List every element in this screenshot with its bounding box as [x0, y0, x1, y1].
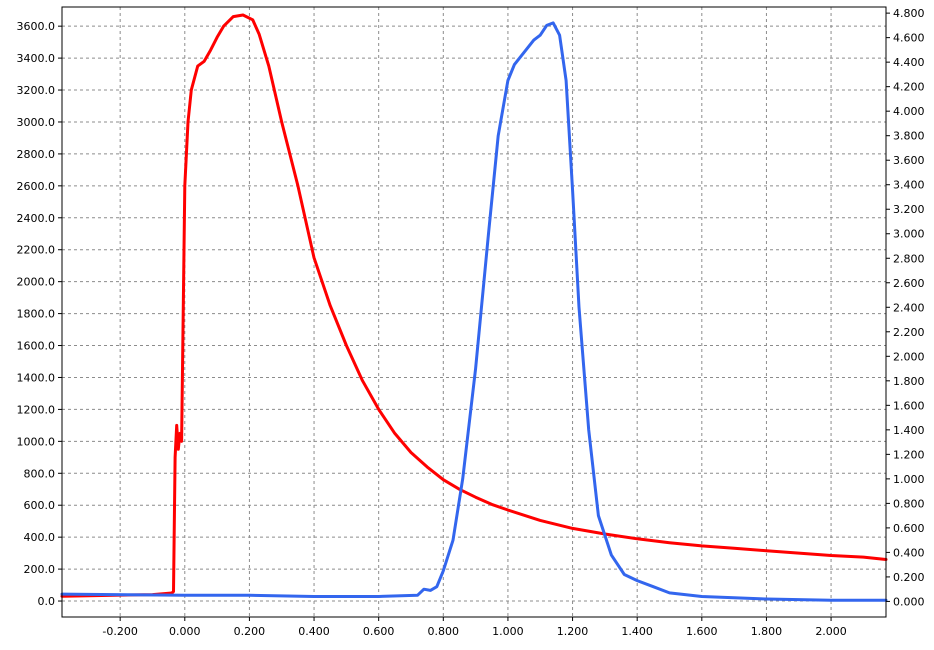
y2-tick-label: 3.400 — [893, 179, 925, 192]
y2-tick-label: 0.200 — [893, 571, 925, 584]
x-tick-label: 2.000 — [815, 625, 847, 638]
x-tick-label: 0.600 — [363, 625, 395, 638]
y2-tick-label: 3.200 — [893, 203, 925, 216]
x-tick-label: 0.000 — [169, 625, 201, 638]
y-tick-label: 400.0 — [24, 531, 56, 544]
y-tick-label: 3000.0 — [17, 116, 56, 129]
x-tick-label: 1.600 — [686, 625, 718, 638]
x-tick-label: -0.200 — [102, 625, 137, 638]
y-tick-label: 1000.0 — [17, 435, 56, 448]
y2-tick-label: 3.800 — [893, 130, 925, 143]
x-tick-label: 0.400 — [298, 625, 330, 638]
y-tick-label: 2600.0 — [17, 180, 56, 193]
y-tick-label: 800.0 — [24, 467, 56, 480]
y2-tick-label: 4.000 — [893, 105, 925, 118]
y-tick-label: 600.0 — [24, 499, 56, 512]
y2-tick-label: 0.600 — [893, 522, 925, 535]
y2-tick-label: 1.600 — [893, 399, 925, 412]
x-tick-label: 0.200 — [234, 625, 266, 638]
y2-tick-label: 4.600 — [893, 32, 925, 45]
y2-tick-label: 4.200 — [893, 81, 925, 94]
x-axis: -0.200 0.000 0.200 0.400 0.600 0.800 1.000 1.20… — [102, 617, 847, 638]
y2-tick-label: 3.000 — [893, 228, 925, 241]
y-axis-left: 0.0 200.0 400.0 600.0 800.0 1000.0 1200.0 1400.… — [17, 20, 62, 608]
grid-lines — [62, 7, 886, 617]
y2-tick-label: 2.800 — [893, 252, 925, 265]
x-tick-label: 1.800 — [751, 625, 783, 638]
y-tick-label: 2800.0 — [17, 148, 56, 161]
x-tick-label: 1.000 — [492, 625, 524, 638]
y-axis-right: 0.000 0.200 0.400 0.600 0.800 1.000 1.200 1.400… — [886, 7, 925, 608]
y2-tick-label: 4.800 — [893, 7, 925, 20]
y-tick-label: 2200.0 — [17, 244, 56, 257]
series-line-2 — [60, 21, 888, 602]
y-tick-label: 1800.0 — [17, 308, 56, 321]
y2-tick-label: 2.400 — [893, 301, 925, 314]
y2-tick-label: 0.400 — [893, 546, 925, 559]
y-tick-label: 1200.0 — [17, 403, 56, 416]
y2-tick-label: 0.000 — [893, 595, 925, 608]
y-tick-label: 2000.0 — [17, 276, 56, 289]
y-tick-label: 3400.0 — [17, 52, 56, 65]
y2-tick-label: 2.600 — [893, 277, 925, 290]
y-tick-label: 1400.0 — [17, 371, 56, 384]
y2-tick-label: 1.000 — [893, 473, 925, 486]
y-tick-label: 0.0 — [38, 595, 56, 608]
y2-tick-label: 4.400 — [893, 56, 925, 69]
y2-tick-label: 1.400 — [893, 424, 925, 437]
y2-tick-label: 0.800 — [893, 497, 925, 510]
series-lines — [60, 13, 888, 602]
y2-tick-label: 3.600 — [893, 154, 925, 167]
y-tick-label: 2400.0 — [17, 212, 56, 225]
y-tick-label: 200.0 — [24, 563, 56, 576]
y2-tick-label: 2.000 — [893, 350, 925, 363]
plot-frame — [61, 6, 887, 618]
series-line-1 — [60, 13, 888, 598]
y2-tick-label: 1.800 — [893, 375, 925, 388]
y-tick-label: 1600.0 — [17, 340, 56, 353]
x-tick-label: 1.200 — [557, 625, 589, 638]
y-tick-label: 3200.0 — [17, 84, 56, 97]
y-tick-label: 3600.0 — [17, 20, 56, 33]
x-tick-label: 0.800 — [428, 625, 460, 638]
y2-tick-label: 1.200 — [893, 448, 925, 461]
x-tick-label: 1.400 — [621, 625, 653, 638]
y2-tick-label: 2.200 — [893, 326, 925, 339]
